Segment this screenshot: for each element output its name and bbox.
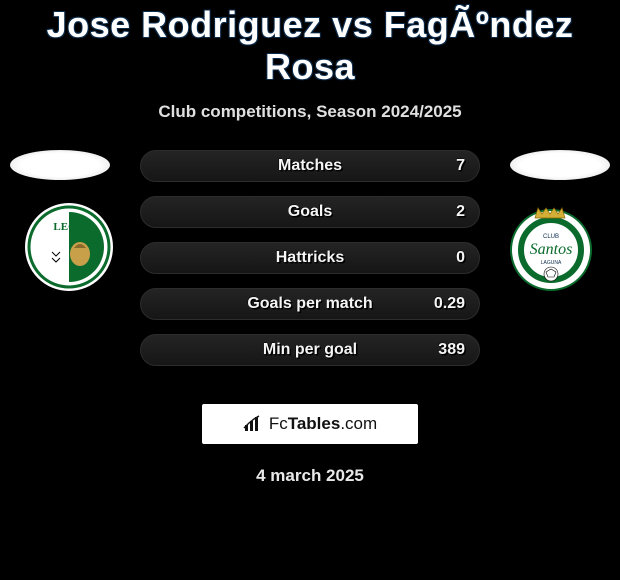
stat-row-min-per-goal: Min per goal 389 bbox=[140, 334, 480, 366]
leon-logo-icon: LEON bbox=[24, 202, 114, 292]
page-title: Jose Rodriguez vs FagÃºndez Rosa bbox=[0, 0, 620, 88]
stat-value: 0 bbox=[456, 243, 465, 273]
svg-text:Santos: Santos bbox=[530, 241, 573, 258]
subtitle: Club competitions, Season 2024/2025 bbox=[0, 102, 620, 122]
player1-name: Jose Rodriguez bbox=[47, 4, 322, 45]
stat-label: Matches bbox=[141, 151, 479, 181]
svg-text:LAGUNA: LAGUNA bbox=[541, 260, 562, 266]
stat-label: Goals per match bbox=[141, 289, 479, 319]
player2-club-logo: CLUB Santos LAGUNA bbox=[506, 202, 596, 292]
santos-logo-icon: CLUB Santos LAGUNA bbox=[506, 202, 596, 292]
stat-value: 389 bbox=[438, 335, 465, 365]
branding-suffix: .com bbox=[340, 414, 377, 433]
footer-date: 4 march 2025 bbox=[0, 466, 620, 486]
stat-label: Goals bbox=[141, 197, 479, 227]
branding-text: FcTables.com bbox=[269, 414, 377, 434]
branding-bold: Tables bbox=[288, 414, 341, 433]
stat-row-goals: Goals 2 bbox=[140, 196, 480, 228]
vs-separator: vs bbox=[332, 4, 373, 45]
stat-label: Min per goal bbox=[141, 335, 479, 365]
branding-link[interactable]: FcTables.com bbox=[202, 404, 418, 444]
branding-prefix: Fc bbox=[269, 414, 288, 433]
svg-text:CLUB: CLUB bbox=[543, 234, 559, 240]
stat-row-hattricks: Hattricks 0 bbox=[140, 242, 480, 274]
player1-club-logo: LEON bbox=[24, 202, 114, 292]
bar-chart-icon bbox=[243, 415, 265, 433]
stat-label: Hattricks bbox=[141, 243, 479, 273]
comparison-arena: LEON CLUB Santos LAGUNA Matches 7 Goals … bbox=[0, 150, 620, 380]
stat-row-goals-per-match: Goals per match 0.29 bbox=[140, 288, 480, 320]
leon-logo-text: LEON bbox=[53, 221, 84, 233]
player1-avatar-placeholder bbox=[10, 150, 110, 180]
player2-avatar-placeholder bbox=[510, 150, 610, 180]
stat-value: 7 bbox=[456, 151, 465, 181]
stat-value: 0.29 bbox=[434, 289, 465, 319]
stat-value: 2 bbox=[456, 197, 465, 227]
stats-list: Matches 7 Goals 2 Hattricks 0 Goals per … bbox=[140, 150, 480, 380]
stat-row-matches: Matches 7 bbox=[140, 150, 480, 182]
